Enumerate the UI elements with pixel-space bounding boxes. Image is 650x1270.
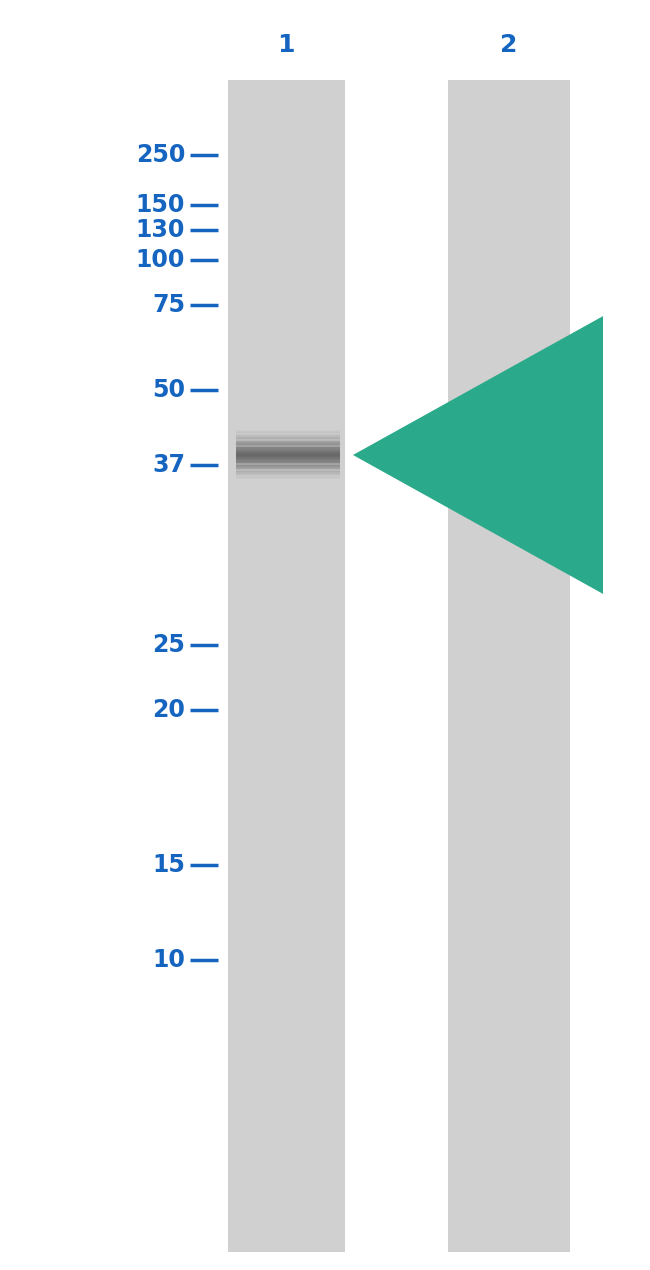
Bar <box>236 467 340 469</box>
Bar <box>236 447 340 448</box>
Bar <box>236 470 340 471</box>
Bar <box>236 448 340 450</box>
Bar <box>236 475 340 478</box>
Bar <box>236 444 340 446</box>
Text: 20: 20 <box>152 698 185 723</box>
Text: 75: 75 <box>152 293 185 318</box>
Bar <box>228 80 345 1252</box>
Bar <box>236 455 340 457</box>
Text: 25: 25 <box>152 632 185 657</box>
Bar <box>236 474 340 475</box>
Text: 37: 37 <box>152 453 185 478</box>
Bar <box>236 442 340 444</box>
Bar <box>236 451 340 452</box>
Bar <box>236 471 340 472</box>
Bar <box>236 438 340 441</box>
Text: 150: 150 <box>136 193 185 217</box>
Bar <box>236 437 340 439</box>
Text: 130: 130 <box>136 218 185 243</box>
Bar <box>236 453 340 455</box>
Text: 10: 10 <box>152 947 185 972</box>
Bar <box>236 431 340 432</box>
Bar <box>236 465 340 467</box>
Bar <box>236 453 340 456</box>
Bar <box>236 456 340 458</box>
Bar <box>236 446 340 447</box>
Bar <box>236 460 340 462</box>
Bar <box>236 433 340 436</box>
Bar <box>236 439 340 442</box>
Text: 50: 50 <box>152 378 185 403</box>
Bar <box>236 472 340 474</box>
Bar <box>236 469 340 470</box>
Bar <box>236 476 340 479</box>
Bar <box>236 450 340 451</box>
Bar <box>236 432 340 433</box>
Bar <box>236 452 340 453</box>
Bar <box>236 432 340 434</box>
Bar <box>236 443 340 446</box>
Bar <box>236 475 340 476</box>
Bar <box>236 466 340 469</box>
Bar <box>236 458 340 461</box>
Text: 250: 250 <box>136 144 185 166</box>
Text: 2: 2 <box>500 33 517 57</box>
Bar <box>236 451 340 458</box>
Bar <box>236 464 340 466</box>
Bar <box>236 457 340 460</box>
Bar <box>236 462 340 465</box>
Text: 100: 100 <box>136 248 185 272</box>
Text: 1: 1 <box>278 33 294 57</box>
Bar <box>448 80 570 1252</box>
Bar <box>236 461 340 464</box>
Bar <box>236 436 340 438</box>
Bar <box>236 441 340 443</box>
Text: 15: 15 <box>152 853 185 878</box>
Bar <box>236 434 340 437</box>
